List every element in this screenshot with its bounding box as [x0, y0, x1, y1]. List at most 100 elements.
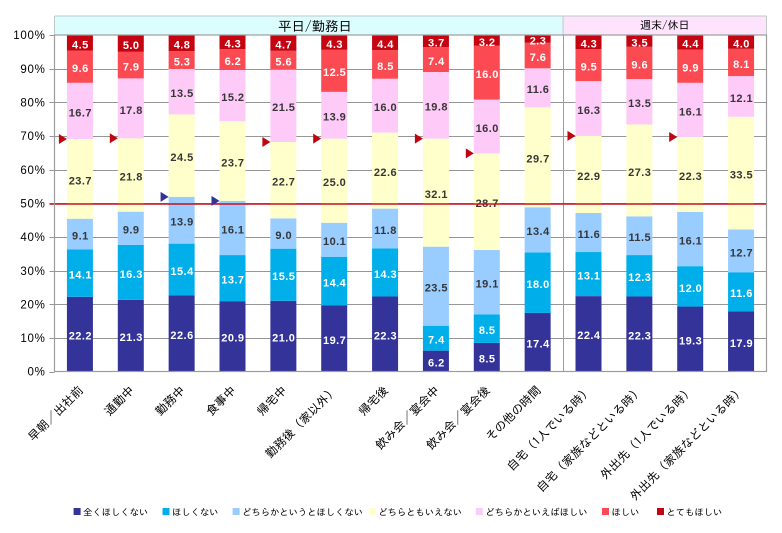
svg-text:23.7: 23.7 [69, 175, 92, 187]
svg-text:18.0: 18.0 [526, 279, 549, 291]
svg-text:22.3: 22.3 [679, 171, 702, 183]
svg-text:15.5: 15.5 [272, 271, 295, 283]
svg-text:16.0: 16.0 [476, 123, 499, 135]
svg-text:30%: 30% [20, 266, 45, 278]
svg-text:9.0: 9.0 [275, 230, 292, 242]
svg-text:20.9: 20.9 [221, 333, 244, 345]
svg-text:22.3: 22.3 [628, 330, 651, 342]
svg-text:22.3: 22.3 [374, 330, 397, 342]
svg-text:4.7: 4.7 [275, 39, 292, 51]
svg-text:23.7: 23.7 [221, 157, 244, 169]
svg-text:9.6: 9.6 [631, 59, 648, 71]
svg-text:6.2: 6.2 [428, 357, 445, 369]
svg-text:11.6: 11.6 [578, 229, 601, 241]
svg-text:23.5: 23.5 [425, 283, 448, 295]
svg-text:4.3: 4.3 [225, 38, 242, 50]
svg-text:16.1: 16.1 [679, 235, 702, 247]
svg-text:12.1: 12.1 [730, 93, 753, 105]
svg-text:9.9: 9.9 [682, 63, 699, 75]
svg-text:11.8: 11.8 [374, 225, 397, 237]
svg-text:16.3: 16.3 [577, 105, 600, 117]
svg-text:11.5: 11.5 [628, 232, 651, 244]
svg-text:60%: 60% [20, 165, 45, 177]
svg-text:10.1: 10.1 [323, 236, 346, 248]
svg-text:8.1: 8.1 [733, 59, 750, 71]
svg-text:13.4: 13.4 [526, 226, 550, 238]
svg-text:15.4: 15.4 [170, 266, 194, 278]
svg-text:3.5: 3.5 [631, 37, 648, 49]
svg-text:40%: 40% [20, 232, 45, 244]
svg-text:27.3: 27.3 [628, 167, 651, 179]
svg-text:70%: 70% [20, 131, 45, 143]
svg-text:25.0: 25.0 [323, 177, 346, 189]
svg-text:9.1: 9.1 [72, 230, 89, 242]
svg-text:50%: 50% [20, 198, 45, 210]
svg-text:7.9: 7.9 [123, 62, 140, 74]
svg-text:14.4: 14.4 [323, 277, 347, 289]
svg-text:4.4: 4.4 [377, 39, 394, 51]
svg-text:17.4: 17.4 [526, 339, 550, 351]
svg-text:21.3: 21.3 [120, 332, 143, 344]
svg-text:6.2: 6.2 [225, 56, 242, 68]
svg-text:21.8: 21.8 [120, 171, 143, 183]
svg-text:22.9: 22.9 [577, 171, 600, 183]
svg-text:5.3: 5.3 [174, 56, 191, 68]
svg-text:8.5: 8.5 [479, 354, 496, 366]
svg-text:12.5: 12.5 [323, 67, 346, 79]
svg-text:19.3: 19.3 [679, 335, 702, 347]
svg-text:16.7: 16.7 [69, 107, 92, 119]
svg-text:11.6: 11.6 [730, 288, 753, 300]
svg-text:4.5: 4.5 [72, 39, 89, 51]
svg-text:19.8: 19.8 [425, 102, 448, 114]
svg-text:16.3: 16.3 [120, 269, 143, 281]
svg-text:21.0: 21.0 [272, 333, 295, 345]
svg-text:13.9: 13.9 [170, 217, 193, 229]
svg-text:8.5: 8.5 [377, 61, 394, 73]
svg-text:5.6: 5.6 [275, 57, 292, 69]
svg-text:7.6: 7.6 [530, 52, 547, 64]
svg-text:33.5: 33.5 [730, 170, 753, 182]
svg-text:12.0: 12.0 [679, 283, 702, 295]
svg-text:13.7: 13.7 [221, 275, 244, 287]
svg-text:22.6: 22.6 [374, 167, 397, 179]
svg-text:5.0: 5.0 [123, 40, 140, 52]
svg-text:20%: 20% [20, 299, 45, 311]
svg-text:12.7: 12.7 [730, 247, 753, 259]
svg-text:16.0: 16.0 [476, 69, 499, 81]
svg-text:0%: 0% [27, 367, 45, 379]
svg-text:4.8: 4.8 [174, 39, 191, 51]
svg-text:22.7: 22.7 [272, 177, 295, 189]
svg-text:17.8: 17.8 [120, 105, 143, 117]
svg-text:13.9: 13.9 [323, 112, 346, 124]
svg-text:17.9: 17.9 [730, 338, 753, 350]
svg-text:90%: 90% [20, 64, 45, 76]
svg-text:13.1: 13.1 [577, 270, 600, 282]
svg-text:12.3: 12.3 [628, 272, 651, 284]
svg-text:100%: 100% [13, 30, 45, 42]
svg-text:16.1: 16.1 [679, 106, 702, 118]
svg-text:9.9: 9.9 [123, 225, 140, 237]
svg-text:7.4: 7.4 [428, 335, 445, 347]
svg-text:15.2: 15.2 [221, 92, 244, 104]
svg-text:13.5: 13.5 [170, 88, 193, 100]
svg-text:14.3: 14.3 [374, 269, 397, 281]
svg-text:11.6: 11.6 [527, 84, 550, 96]
svg-text:4.0: 4.0 [733, 38, 750, 50]
svg-text:24.5: 24.5 [170, 152, 193, 164]
svg-text:16.1: 16.1 [221, 224, 244, 236]
svg-text:4.4: 4.4 [682, 38, 699, 50]
svg-text:9.6: 9.6 [72, 63, 89, 75]
svg-text:4.3: 4.3 [326, 39, 343, 51]
svg-text:16.0: 16.0 [374, 102, 397, 114]
svg-text:29.7: 29.7 [526, 154, 549, 166]
svg-text:2.3: 2.3 [530, 35, 547, 47]
svg-text:21.5: 21.5 [272, 102, 295, 114]
svg-text:19.7: 19.7 [323, 335, 346, 347]
svg-text:19.1: 19.1 [476, 279, 499, 291]
svg-text:8.5: 8.5 [479, 325, 496, 337]
svg-text:32.1: 32.1 [425, 189, 448, 201]
svg-text:9.5: 9.5 [581, 62, 598, 74]
svg-text:4.3: 4.3 [581, 38, 598, 50]
svg-text:10%: 10% [20, 333, 45, 345]
svg-text:14.1: 14.1 [69, 269, 92, 281]
